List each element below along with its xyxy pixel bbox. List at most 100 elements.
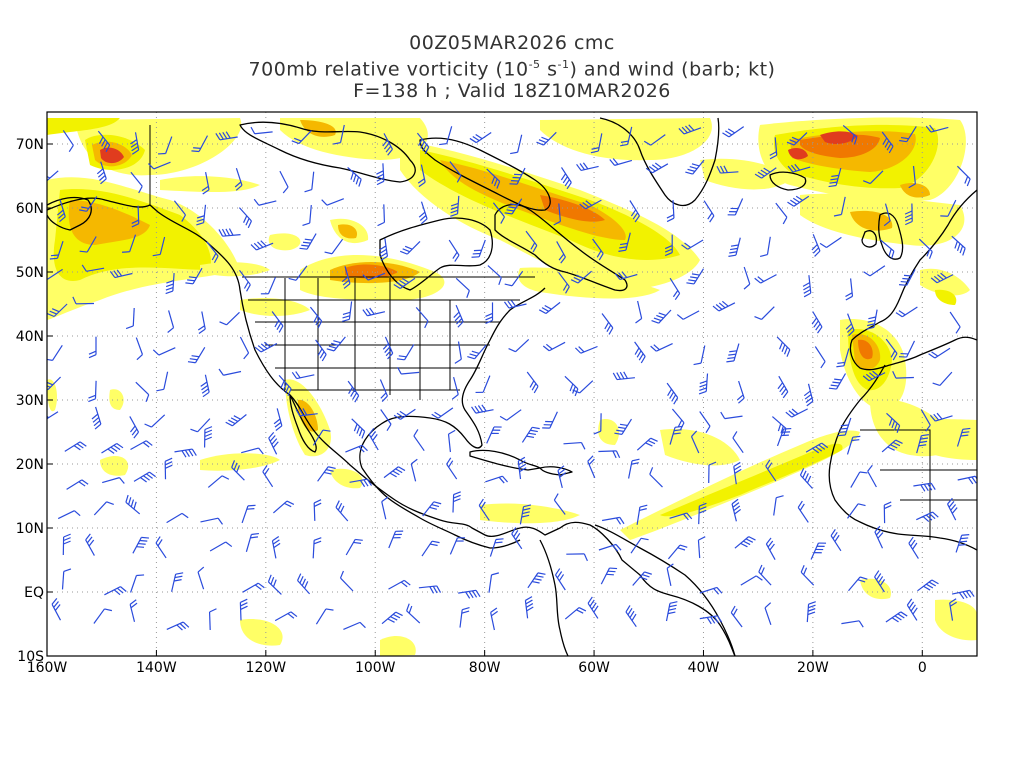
wind-barb	[845, 313, 855, 337]
wind-barb	[406, 603, 421, 624]
wind-barb	[862, 170, 884, 185]
wind-barb	[526, 371, 539, 394]
wind-barb	[754, 274, 777, 284]
wind-barb	[787, 163, 811, 173]
coast-baffin	[419, 137, 551, 211]
wind-barb	[776, 336, 791, 357]
wind-barb	[601, 313, 614, 335]
wind-barb	[417, 164, 426, 188]
wind-barb	[238, 207, 252, 229]
wind-barb	[558, 271, 570, 294]
wind-barb	[431, 407, 454, 419]
x-axis: 160W 140W 120W 100W 80W 60W 40W 20W 0	[27, 650, 927, 676]
wind-barb	[225, 414, 247, 427]
wind-barb	[802, 275, 812, 298]
y-tick-label: 10S	[17, 649, 44, 665]
wind-barb	[722, 126, 745, 138]
wind-barb	[712, 300, 736, 312]
wind-barb	[726, 343, 740, 363]
wind-barb	[450, 195, 460, 217]
wind-barb	[241, 447, 264, 455]
wind-barb	[201, 171, 210, 195]
wind-barb	[521, 426, 540, 443]
wind-barb	[862, 370, 886, 382]
coastlines	[47, 117, 977, 656]
wind-barb	[666, 563, 674, 587]
wind-barb	[62, 533, 71, 556]
wind-barb	[629, 200, 640, 223]
wind-barb	[147, 161, 171, 170]
wind-barb	[167, 310, 175, 333]
wind-barb	[313, 499, 322, 521]
wind-barb	[681, 239, 704, 250]
x-tick-label: 20W	[797, 660, 829, 676]
wind-barb	[135, 337, 144, 361]
wind-barb	[97, 130, 111, 153]
y-axis: 70N 60N 50N 40N 30N 20N 10N EQ 10S	[16, 137, 53, 665]
wind-barb	[478, 498, 490, 521]
wind-barb	[797, 500, 809, 523]
wind-barb	[268, 431, 279, 455]
wind-barb	[881, 439, 903, 453]
wind-barb	[634, 341, 646, 364]
vort-region-pacific	[47, 379, 977, 656]
wind-barb	[47, 268, 63, 280]
y-tick-label: 10N	[16, 521, 44, 537]
wind-barb	[632, 571, 652, 586]
coast-cuba	[469, 449, 541, 471]
wind-barb	[542, 341, 566, 352]
wind-barb	[510, 134, 523, 155]
wind-barb	[866, 309, 878, 330]
wind-barb	[271, 535, 281, 559]
wind-barb	[525, 230, 538, 253]
wind-barb	[799, 467, 813, 489]
wind-barb	[454, 341, 462, 364]
wind-barb	[837, 417, 852, 437]
wind-barb	[174, 448, 197, 458]
wind-barb	[81, 264, 105, 272]
wind-barb	[833, 196, 846, 217]
lat-lon-grid	[47, 112, 977, 656]
x-tick-label: 160W	[27, 660, 68, 676]
wind-barb	[101, 442, 124, 454]
x-tick-label: 80W	[469, 660, 501, 676]
wind-barb	[733, 461, 742, 485]
wind-barb	[492, 202, 506, 224]
wind-barb	[920, 409, 931, 432]
wind-barb	[488, 572, 500, 593]
wind-barb	[104, 586, 127, 596]
x-tick-label: 40W	[688, 660, 720, 676]
vort-region-iceland	[700, 117, 966, 246]
wind-barb	[908, 165, 916, 189]
wind-barb	[49, 241, 64, 260]
wind-barb	[732, 431, 744, 454]
wind-barb	[315, 339, 327, 362]
wind-barb	[524, 596, 534, 619]
wind-barb	[47, 303, 68, 318]
wind-barb	[846, 435, 861, 455]
wind-barb	[209, 541, 233, 552]
wind-barb	[377, 204, 386, 227]
wind-barb	[231, 460, 245, 481]
wind-barb	[560, 167, 572, 190]
wind-barb	[453, 304, 464, 328]
wind-barb	[955, 533, 970, 553]
wind-barb	[669, 277, 681, 301]
coast-hudson-bay	[379, 217, 493, 291]
wind-barb	[636, 504, 648, 525]
x-tick-label: 140W	[136, 660, 177, 676]
wind-barb	[598, 450, 621, 459]
wind-barb	[130, 440, 153, 451]
wind-barb	[669, 512, 693, 521]
wind-barb	[416, 132, 430, 155]
wind-barb	[122, 234, 137, 253]
wind-barb	[455, 277, 470, 298]
wind-barb	[819, 236, 842, 248]
wind-barb	[908, 536, 919, 559]
coast-hispaniola	[539, 466, 573, 476]
wind-barb	[132, 536, 149, 554]
wind-barb	[239, 336, 250, 360]
wind-barb	[600, 567, 618, 585]
wind-barb	[553, 493, 566, 515]
wind-barb	[949, 311, 961, 334]
